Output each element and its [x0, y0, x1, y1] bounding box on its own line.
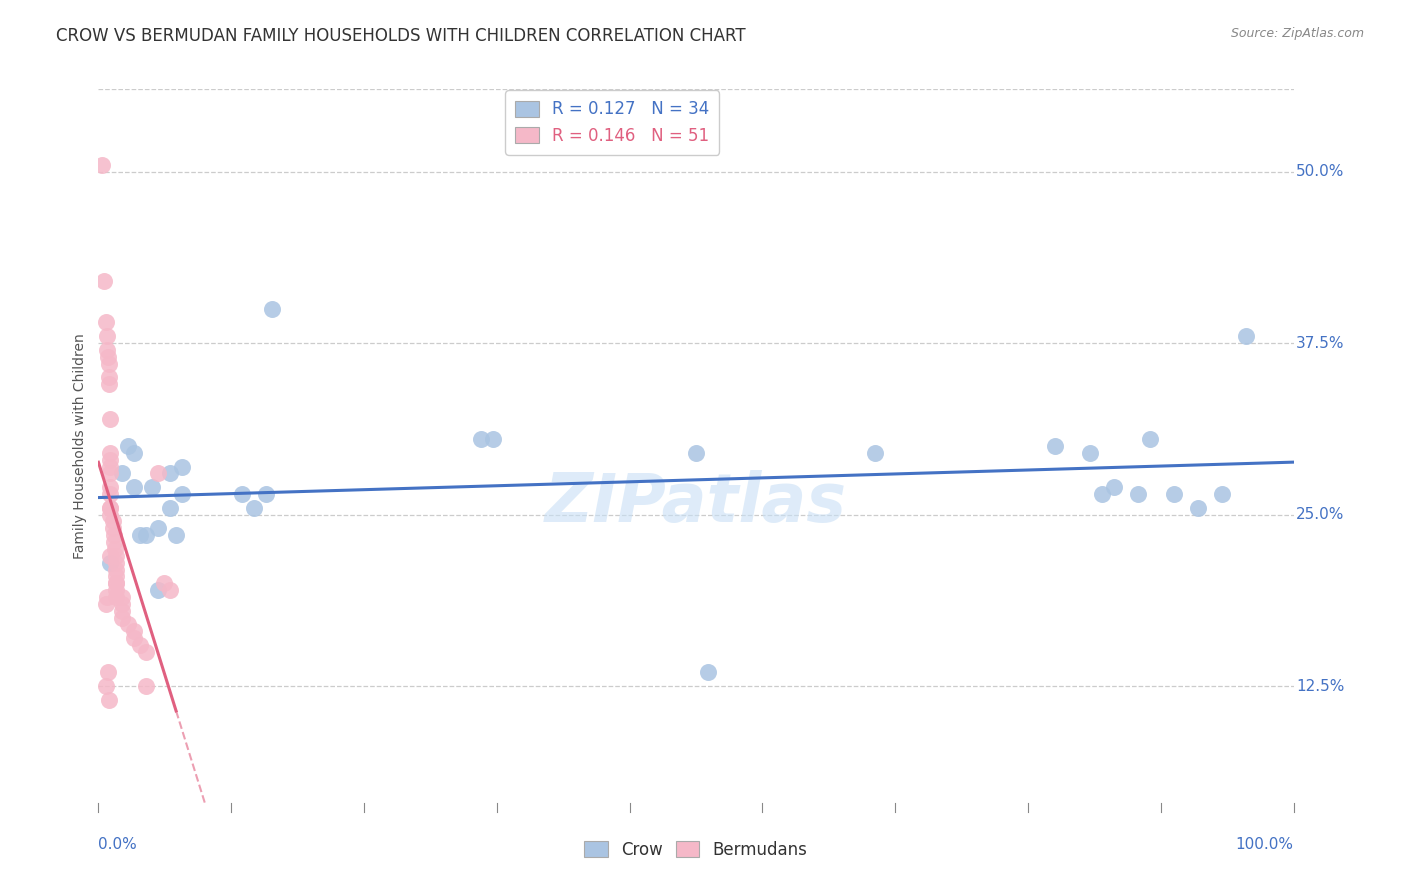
- Point: [93, 274, 115, 288]
- Point: [98, 467, 122, 481]
- Point: [243, 500, 266, 515]
- Point: [685, 446, 707, 460]
- Point: [98, 549, 122, 563]
- Point: [129, 638, 152, 652]
- Point: [98, 508, 122, 522]
- Point: [96, 329, 118, 343]
- Point: [129, 528, 152, 542]
- Point: [98, 446, 122, 460]
- Point: [98, 693, 121, 707]
- Point: [101, 515, 124, 529]
- Point: [1102, 480, 1125, 494]
- Point: [863, 446, 886, 460]
- Point: [1091, 487, 1114, 501]
- Point: [97, 350, 120, 364]
- Point: [105, 569, 128, 583]
- Point: [98, 357, 121, 371]
- Point: [111, 597, 134, 611]
- Text: CROW VS BERMUDAN FAMILY HOUSEHOLDS WITH CHILDREN CORRELATION CHART: CROW VS BERMUDAN FAMILY HOUSEHOLDS WITH …: [56, 27, 745, 45]
- Point: [148, 583, 170, 598]
- Point: [105, 576, 128, 591]
- Text: 50.0%: 50.0%: [1296, 164, 1344, 179]
- Point: [470, 432, 492, 446]
- Point: [97, 665, 120, 680]
- Point: [148, 521, 170, 535]
- Point: [94, 679, 117, 693]
- Text: 12.5%: 12.5%: [1296, 679, 1344, 694]
- Point: [1043, 439, 1066, 453]
- Point: [135, 679, 157, 693]
- Point: [159, 467, 181, 481]
- Point: [101, 521, 124, 535]
- Point: [172, 459, 194, 474]
- Point: [148, 467, 170, 481]
- Point: [105, 590, 128, 604]
- Text: 100.0%: 100.0%: [1236, 837, 1294, 852]
- Point: [124, 480, 146, 494]
- Text: 37.5%: 37.5%: [1296, 335, 1344, 351]
- Point: [91, 158, 114, 172]
- Point: [159, 500, 181, 515]
- Point: [98, 487, 122, 501]
- Point: [165, 528, 187, 542]
- Point: [1234, 329, 1257, 343]
- Point: [98, 377, 121, 392]
- Point: [260, 301, 283, 316]
- Point: [98, 500, 122, 515]
- Point: [117, 439, 139, 453]
- Point: [105, 583, 128, 598]
- Point: [124, 631, 146, 645]
- Point: [96, 590, 118, 604]
- Point: [1128, 487, 1150, 501]
- Point: [98, 459, 122, 474]
- Point: [96, 343, 118, 357]
- Point: [1163, 487, 1185, 501]
- Point: [103, 528, 125, 542]
- Point: [111, 590, 134, 604]
- Point: [117, 617, 139, 632]
- Point: [111, 604, 134, 618]
- Point: [231, 487, 253, 501]
- Point: [103, 535, 125, 549]
- Point: [105, 562, 128, 576]
- Point: [135, 528, 157, 542]
- Point: [94, 597, 117, 611]
- Point: [1080, 446, 1102, 460]
- Point: [104, 541, 127, 556]
- Point: [159, 583, 181, 598]
- Point: [111, 610, 134, 624]
- Point: [98, 480, 122, 494]
- Point: [141, 480, 163, 494]
- Point: [124, 624, 146, 639]
- Point: [98, 452, 122, 467]
- Point: [105, 549, 128, 563]
- Text: ZIPatlas: ZIPatlas: [546, 470, 846, 536]
- Point: [1139, 432, 1161, 446]
- Point: [98, 411, 122, 425]
- Point: [111, 467, 134, 481]
- Text: 25.0%: 25.0%: [1296, 508, 1344, 522]
- Point: [124, 446, 146, 460]
- Point: [105, 556, 128, 570]
- Point: [98, 500, 122, 515]
- Point: [94, 316, 117, 330]
- Point: [172, 487, 194, 501]
- Point: [105, 576, 128, 591]
- Point: [135, 645, 157, 659]
- Point: [481, 432, 505, 446]
- Y-axis label: Family Households with Children: Family Households with Children: [73, 333, 87, 559]
- Point: [153, 576, 176, 591]
- Point: [1211, 487, 1233, 501]
- Point: [98, 370, 121, 384]
- Text: 0.0%: 0.0%: [98, 837, 138, 852]
- Point: [1187, 500, 1209, 515]
- Legend: Crow, Bermudans: Crow, Bermudans: [578, 835, 814, 866]
- Text: Source: ZipAtlas.com: Source: ZipAtlas.com: [1230, 27, 1364, 40]
- Point: [697, 665, 720, 680]
- Point: [254, 487, 277, 501]
- Point: [98, 556, 122, 570]
